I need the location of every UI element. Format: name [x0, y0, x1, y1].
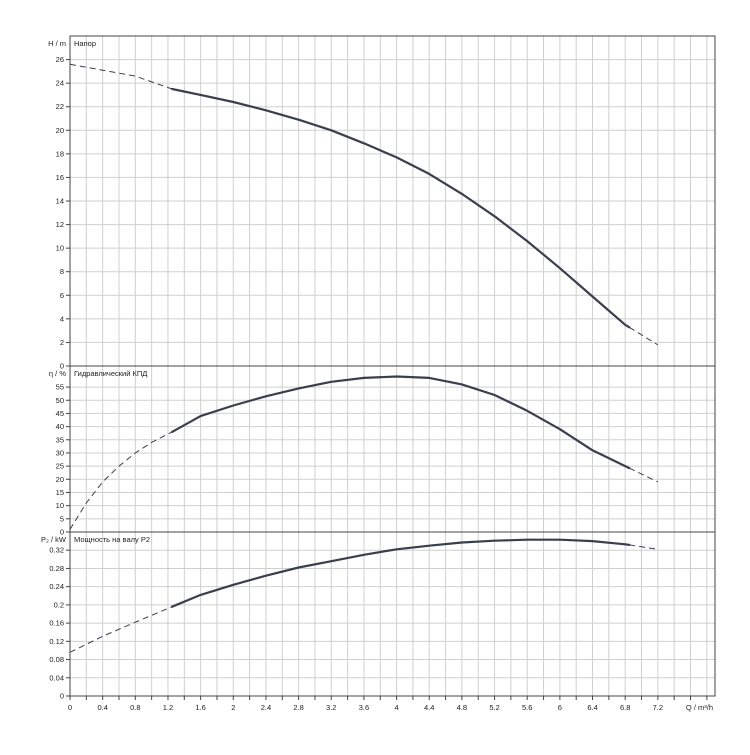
power-ytick-label: 0: [60, 692, 64, 701]
x-tick-label: 7.2: [653, 703, 663, 712]
power-ylabel: P₂ / kW: [41, 535, 67, 544]
efficiency-ytick-label: 30: [56, 448, 64, 457]
head-ytick-label: 18: [56, 149, 64, 158]
efficiency-ytick-label: 55: [56, 383, 64, 392]
power-ytick-label: 0.16: [49, 619, 64, 628]
head-ytick-label: 14: [56, 197, 64, 206]
head-curve: [171, 87, 631, 329]
x-tick-label: 2: [231, 703, 235, 712]
x-tick-label: 4.8: [457, 703, 467, 712]
power-ytick-label: 0.2: [54, 600, 64, 609]
x-tick-label: 6.8: [620, 703, 630, 712]
x-tick-label: 5.6: [522, 703, 532, 712]
head-curve-extrapolated-right: [629, 326, 659, 346]
efficiency-ytick-label: 20: [56, 475, 64, 484]
head-curve-extrapolated-left: [69, 63, 173, 90]
head-ytick-label: 12: [56, 220, 64, 229]
x-axis-label: Q / m³/h: [686, 703, 713, 712]
head-ytick-label: 4: [60, 314, 64, 323]
head-ytick-label: 6: [60, 291, 64, 300]
efficiency-curve: [171, 375, 631, 470]
head-ytick-label: 20: [56, 126, 64, 135]
power-ytick-label: 0.08: [49, 655, 64, 664]
power-ytick-label: 0.28: [49, 564, 64, 573]
x-tick-label: 3.6: [359, 703, 369, 712]
x-tick-label: 4: [394, 703, 398, 712]
efficiency-frame: [69, 365, 716, 533]
x-tick-label: 4.4: [424, 703, 434, 712]
power-ytick-label: 0.04: [49, 673, 64, 682]
head-ytick-label: 10: [56, 244, 64, 253]
efficiency-ytick-label: 50: [56, 396, 64, 405]
power-curve-extrapolated-right: [629, 544, 658, 550]
x-tick-label: 6: [558, 703, 562, 712]
head-ytick-label: 26: [56, 55, 64, 64]
efficiency-curve-extrapolated-left: [69, 431, 173, 530]
x-tick-label: 6.4: [587, 703, 597, 712]
efficiency-curve-extrapolated-right: [629, 467, 659, 483]
power-ytick-label: 0.24: [49, 582, 64, 591]
power-curve: [171, 538, 631, 608]
efficiency-ytick-label: 25: [56, 462, 64, 471]
power-title: Мощность на валу P2: [74, 535, 150, 544]
head-ytick-label: 22: [56, 102, 64, 111]
head-ytick-label: 0: [60, 362, 64, 371]
efficiency-ytick-label: 0: [60, 528, 64, 537]
power-ytick-label: 0.32: [49, 546, 64, 555]
power-ytick-label: 0.12: [49, 637, 64, 646]
head-ylabel: H / m: [48, 39, 66, 48]
efficiency-ylabel: η / %: [49, 369, 66, 378]
head-ytick-label: 16: [56, 173, 64, 182]
head-ytick-label: 24: [56, 79, 64, 88]
efficiency-ytick-label: 35: [56, 435, 64, 444]
x-tick-label: 0: [68, 703, 72, 712]
x-tick-label: 2.8: [293, 703, 303, 712]
x-tick-label: 5.2: [489, 703, 499, 712]
x-tick-label: 3.2: [326, 703, 336, 712]
head-ytick-label: 2: [60, 338, 64, 347]
efficiency-ytick-label: 5: [60, 514, 64, 523]
power-frame: [69, 531, 716, 697]
head-title: Напор: [74, 39, 96, 48]
efficiency-ytick-label: 45: [56, 409, 64, 418]
x-tick-label: 0.4: [97, 703, 107, 712]
x-tick-label: 2.4: [261, 703, 271, 712]
efficiency-title: Гидравлический КПД: [74, 369, 147, 378]
power-curve-extrapolated-left: [69, 606, 173, 653]
x-tick-label: 1.6: [195, 703, 205, 712]
x-tick-label: 1.2: [163, 703, 173, 712]
efficiency-ytick-label: 10: [56, 501, 64, 510]
efficiency-ytick-label: 40: [56, 422, 64, 431]
x-tick-label: 0.8: [130, 703, 140, 712]
efficiency-ytick-label: 15: [56, 488, 64, 497]
head-ytick-label: 8: [60, 267, 64, 276]
